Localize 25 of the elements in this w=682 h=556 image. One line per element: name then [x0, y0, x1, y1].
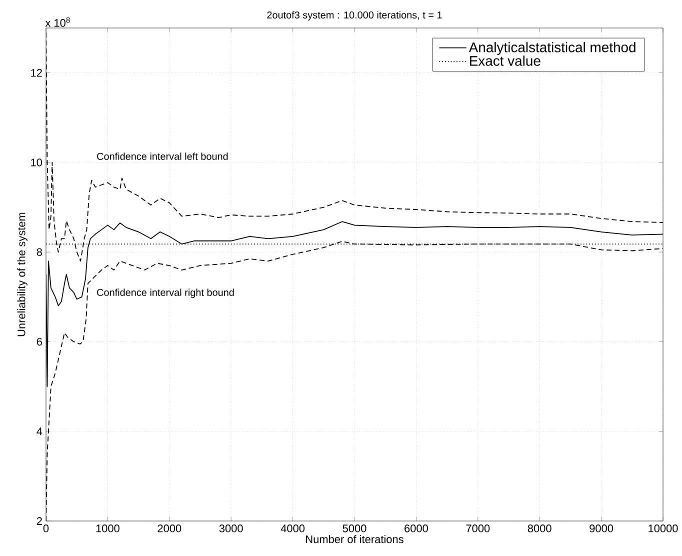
y-tick-label: 2	[36, 517, 42, 525]
y-tick-label: 12	[31, 69, 42, 77]
annotation: Confidence interval right bound	[97, 288, 234, 298]
x-tick-label: 1000	[96, 524, 120, 532]
x-tick-label: 10000	[648, 524, 678, 532]
y-tick-label: 4	[36, 428, 42, 436]
x-tick-label: 3000	[219, 524, 243, 532]
y-tick-label: 6	[36, 338, 42, 346]
x-tick-label: 7000	[466, 524, 490, 532]
y-tick-label: 8	[36, 248, 42, 256]
x-axis-title: Number of iterations	[306, 535, 404, 544]
x-tick-label: 2000	[158, 524, 182, 532]
text: x 10$^{8}$	[45, 17, 70, 27]
x-tick-label: 6000	[404, 524, 428, 532]
x-tick-label: 8000	[528, 524, 552, 532]
chart-title: 2outof3 system : 10.000 iterations, t = 1	[267, 11, 442, 20]
y-axis-title: Unreliability of the system	[17, 212, 28, 336]
y-tick-label: 10	[31, 158, 42, 166]
x-tick-label: 9000	[590, 524, 614, 532]
x-tick-label: 5000	[342, 524, 366, 532]
annotation: Confidence interval left bound	[97, 152, 228, 160]
legend-label: Exact value	[470, 56, 540, 66]
x-tick-label: 0	[43, 524, 49, 532]
legend-label: Analyticalstatistical method	[468, 42, 636, 56]
x-tick-label: 4000	[280, 524, 305, 532]
